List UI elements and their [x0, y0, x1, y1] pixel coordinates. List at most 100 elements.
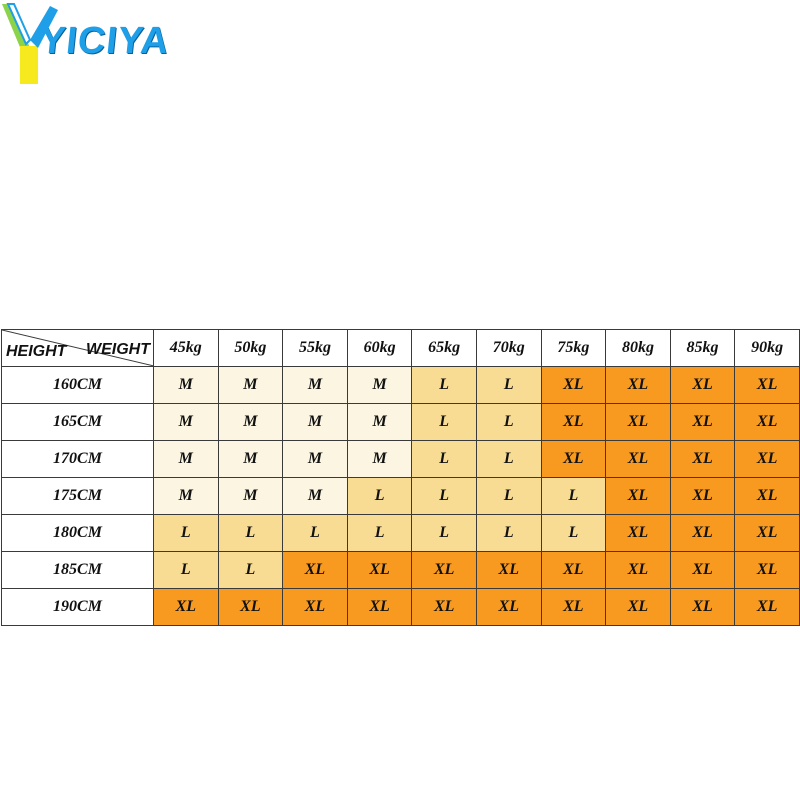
weight-header-cell: 55kg [282, 329, 348, 367]
size-cell: XL [669, 440, 736, 478]
size-cell: L [153, 551, 219, 589]
size-cell: XL [734, 440, 800, 478]
height-row-label: 170CM [1, 440, 154, 478]
height-row-label: 180CM [1, 514, 154, 552]
size-cell: L [217, 514, 284, 552]
size-cell: XL [669, 588, 736, 626]
size-cell: M [282, 403, 348, 441]
size-cell: L [411, 514, 477, 552]
size-cell: XL [734, 588, 800, 626]
size-cell: XL [605, 551, 671, 589]
size-cell: L [411, 440, 477, 478]
size-cell: L [540, 477, 607, 515]
height-axis-label: HEIGHT [6, 343, 67, 360]
size-cell: XL [734, 366, 800, 404]
size-cell: XL [346, 551, 413, 589]
size-cell: M [153, 403, 219, 441]
size-cell: M [153, 440, 219, 478]
size-cell: M [217, 366, 284, 404]
size-cell: M [346, 403, 413, 441]
weight-header-cell: 80kg [605, 329, 671, 367]
size-cell: L [346, 477, 413, 515]
size-cell: XL [605, 403, 671, 441]
table-row: 175CM M M M L L L L XL XL XL [1, 477, 800, 515]
size-cell: XL [669, 403, 736, 441]
size-chart-body: 160CM M M M M L L XL XL XL XL 165CM M M M M L L XL XL XL XL 17… [1, 366, 800, 626]
height-row-label: 160CM [1, 366, 154, 404]
size-cell: M [153, 477, 219, 515]
weight-axis-label: WEIGHT [86, 341, 150, 358]
size-cell: XL [669, 514, 736, 552]
size-cell: M [217, 403, 284, 441]
size-cell: M [282, 477, 348, 515]
height-row-label: 185CM [1, 551, 154, 589]
weight-header-cell: 65kg [411, 329, 477, 367]
size-cell: M [346, 440, 413, 478]
size-cell: L [475, 366, 542, 404]
size-cell: L [475, 403, 542, 441]
size-cell: XL [605, 440, 671, 478]
table-row: 180CM L L L L L L L XL XL XL [1, 514, 800, 552]
height-row-label: 175CM [1, 477, 154, 515]
size-cell: L [411, 366, 477, 404]
height-row-label: 190CM [1, 588, 154, 626]
table-row: 190CM XL XL XL XL XL XL XL XL XL XL [1, 588, 800, 626]
size-cell: XL [734, 551, 800, 589]
size-cell: XL [346, 588, 413, 626]
size-cell: XL [605, 366, 671, 404]
table-row: 185CM L L XL XL XL XL XL XL XL XL [1, 551, 800, 589]
size-cell: XL [540, 366, 607, 404]
size-cell: L [153, 514, 219, 552]
size-cell: XL [605, 588, 671, 626]
size-cell: L [540, 514, 607, 552]
size-cell: XL [669, 551, 736, 589]
size-cell: XL [540, 588, 607, 626]
size-cell: L [475, 514, 542, 552]
logo-text: YICIYA [37, 20, 172, 62]
size-cell: XL [475, 551, 542, 589]
size-cell: L [475, 440, 542, 478]
weight-header-cell: 85kg [669, 329, 736, 367]
size-cell: XL [411, 551, 477, 589]
weight-header-cell: 75kg [540, 329, 607, 367]
size-cell: XL [540, 551, 607, 589]
size-cell: L [475, 477, 542, 515]
size-cell: L [282, 514, 348, 552]
size-cell: XL [734, 403, 800, 441]
height-row-label: 165CM [1, 403, 154, 441]
size-cell: XL [411, 588, 477, 626]
table-row: 170CM M M M M L L XL XL XL XL [1, 440, 800, 478]
corner-header-cell: HEIGHT WEIGHT [1, 329, 154, 367]
diagonal-divider [2, 330, 154, 366]
size-cell: XL [540, 440, 607, 478]
weight-header-row: HEIGHT WEIGHT 45kg 50kg 55kg 60kg 65kg 70kg 75… [1, 329, 800, 367]
brand-logo: YICIYA [0, 0, 180, 90]
size-cell: M [282, 440, 348, 478]
size-cell: XL [217, 588, 284, 626]
size-cell: XL [282, 551, 348, 589]
size-cell: L [217, 551, 284, 589]
size-cell: L [346, 514, 413, 552]
size-cell: XL [153, 588, 219, 626]
size-cell: M [217, 440, 284, 478]
weight-header-cell: 50kg [217, 329, 284, 367]
size-cell: XL [734, 477, 800, 515]
size-chart-table: HEIGHT WEIGHT 45kg 50kg 55kg 60kg 65kg 70kg 75… [1, 329, 800, 626]
size-cell: M [217, 477, 284, 515]
size-cell: XL [605, 477, 671, 515]
size-cell: XL [282, 588, 348, 626]
weight-header-cell: 45kg [153, 329, 219, 367]
size-cell: XL [605, 514, 671, 552]
weight-header-cell: 90kg [734, 329, 800, 367]
weight-header-cell: 60kg [346, 329, 413, 367]
table-row: 165CM M M M M L L XL XL XL XL [1, 403, 800, 441]
size-cell: M [153, 366, 219, 404]
size-cell: XL [475, 588, 542, 626]
size-cell: L [411, 403, 477, 441]
logo-mark-icon [2, 3, 58, 84]
size-cell: M [346, 366, 413, 404]
size-cell: XL [734, 514, 800, 552]
table-row: 160CM M M M M L L XL XL XL XL [1, 366, 800, 404]
size-cell: XL [540, 403, 607, 441]
size-cell: L [411, 477, 477, 515]
